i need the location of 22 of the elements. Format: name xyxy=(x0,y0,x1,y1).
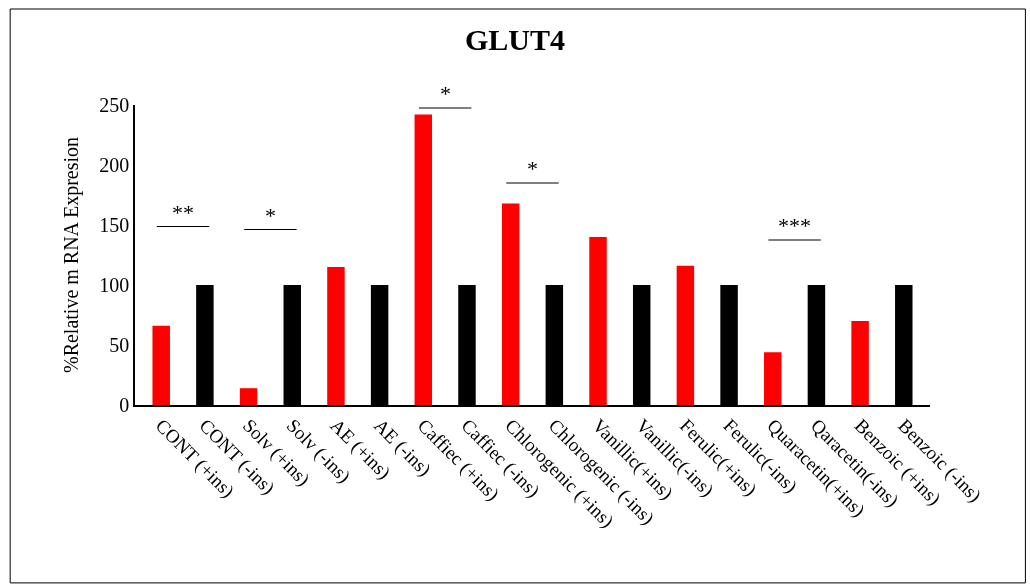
annotation: * xyxy=(440,81,451,106)
chart-title: GLUT4 xyxy=(464,23,566,57)
bar xyxy=(239,388,258,405)
bar xyxy=(501,203,520,405)
annotation: ** xyxy=(172,200,194,225)
y-tick-label: 100 xyxy=(99,274,130,296)
bar xyxy=(764,352,782,405)
bar xyxy=(851,321,869,405)
y-tick-label: 200 xyxy=(99,154,130,176)
annotation: * xyxy=(527,156,538,181)
y-tick-label: 50 xyxy=(109,334,130,356)
y-tick-label: 250 xyxy=(99,94,130,116)
y-axis-title: %Relative m RNA Expresion xyxy=(60,136,84,374)
bar xyxy=(152,325,170,405)
bar xyxy=(327,267,345,405)
y-tick-label: 150 xyxy=(99,214,130,236)
y-tick-label: 0 xyxy=(119,394,130,416)
bar xyxy=(414,114,433,405)
bar xyxy=(589,237,607,405)
bar xyxy=(676,265,695,405)
annotation: * xyxy=(265,203,276,228)
annotation: *** xyxy=(778,213,811,238)
